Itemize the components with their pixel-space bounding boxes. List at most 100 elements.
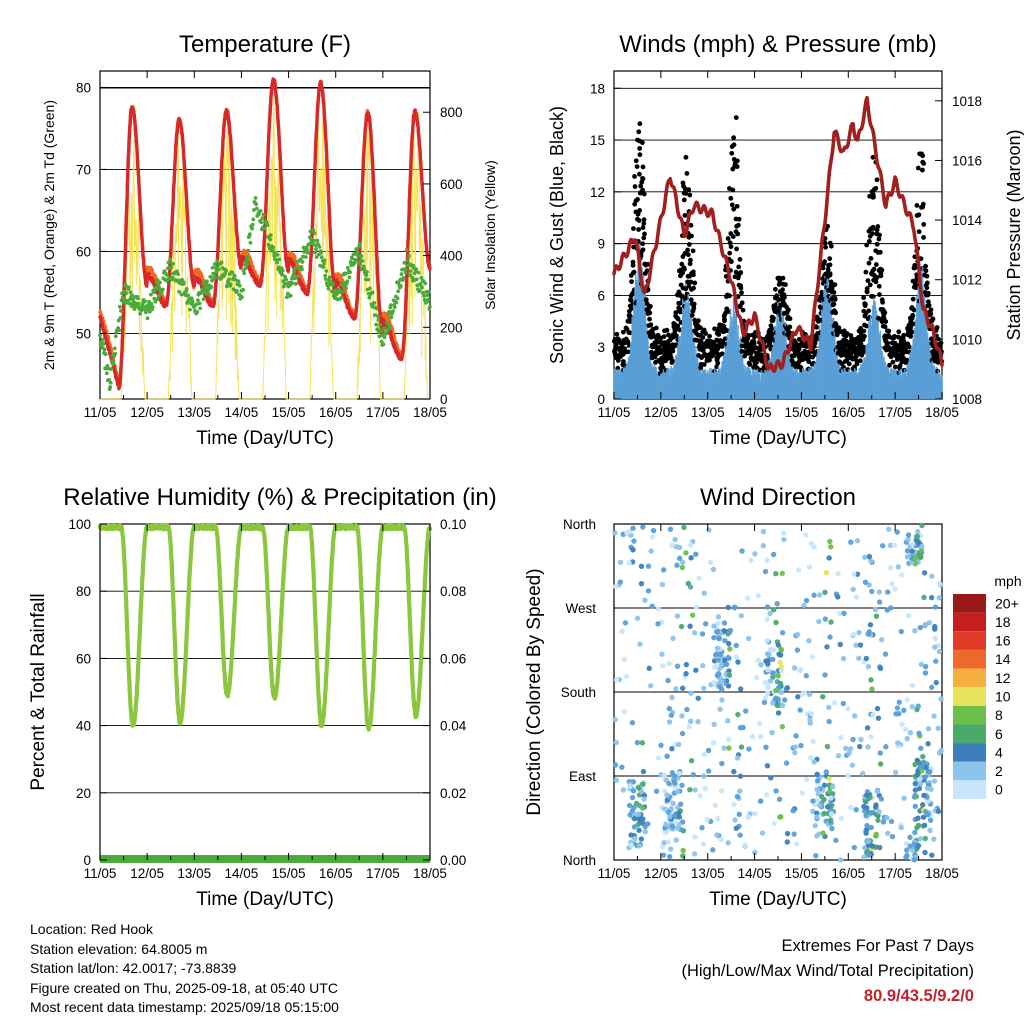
dewpoint-point bbox=[108, 385, 113, 389]
direction-point bbox=[725, 683, 732, 689]
direction-point bbox=[917, 781, 924, 787]
direction-point bbox=[761, 699, 768, 706]
direction-point bbox=[781, 536, 787, 543]
direction-point bbox=[793, 733, 799, 739]
dewpoint-point bbox=[416, 270, 421, 275]
dewpoint-point bbox=[111, 358, 116, 363]
gust-point bbox=[844, 331, 850, 336]
y-tick-label: 50 bbox=[76, 326, 91, 341]
direction-point bbox=[848, 804, 854, 811]
gust-point bbox=[640, 187, 645, 193]
direction-point bbox=[758, 798, 764, 804]
direction-point bbox=[695, 695, 701, 701]
direction-point bbox=[824, 644, 830, 650]
direction-point bbox=[919, 522, 925, 529]
direction-point bbox=[803, 776, 810, 783]
dewpoint-point bbox=[113, 351, 118, 356]
dewpoint-point bbox=[419, 275, 424, 280]
x-tick-label: 17/05 bbox=[878, 405, 912, 420]
created-text: Figure created on Thu, 2025-09-18, at 05… bbox=[30, 979, 338, 996]
dewpoint-point bbox=[232, 273, 237, 278]
dewpoint-point bbox=[130, 293, 135, 298]
dewpoint-point bbox=[243, 266, 248, 271]
dewpoint-point bbox=[421, 291, 425, 295]
direction-point bbox=[770, 671, 776, 677]
dewpoint-point bbox=[284, 277, 289, 282]
direction-point bbox=[864, 725, 871, 731]
direction-point bbox=[770, 700, 776, 706]
gust-point bbox=[689, 233, 694, 239]
gust-point bbox=[913, 285, 919, 291]
direction-point bbox=[679, 713, 685, 719]
gust-point bbox=[633, 158, 639, 164]
dewpoint-point bbox=[280, 272, 285, 277]
direction-point bbox=[920, 814, 927, 820]
dewpoint-point bbox=[365, 269, 369, 274]
y2-tick-label: 0.06 bbox=[440, 651, 466, 666]
dewpoint-point bbox=[215, 259, 220, 264]
direction-point bbox=[719, 760, 725, 767]
direction-point bbox=[936, 580, 943, 587]
direction-point bbox=[676, 555, 683, 562]
gust-point bbox=[787, 316, 793, 322]
direction-point bbox=[927, 817, 934, 823]
elevation-text: Station elevation: 64.8005 m bbox=[30, 940, 208, 957]
direction-point bbox=[718, 661, 725, 667]
gust-point bbox=[908, 334, 914, 339]
direction-point bbox=[683, 670, 689, 677]
direction-point bbox=[784, 839, 790, 845]
gust-point bbox=[653, 325, 659, 331]
y2-tick-label: 800 bbox=[440, 105, 463, 120]
direction-point bbox=[672, 536, 678, 543]
gust-point bbox=[675, 316, 681, 322]
gust-point bbox=[632, 184, 638, 189]
dewpoint-point bbox=[228, 282, 233, 287]
direction-point bbox=[629, 720, 636, 726]
direction-point bbox=[675, 825, 681, 831]
dewpoint-point bbox=[294, 281, 299, 286]
gust-point bbox=[767, 339, 773, 345]
direction-point bbox=[775, 642, 782, 648]
dewpoint-point bbox=[367, 286, 372, 291]
direction-point bbox=[752, 849, 758, 856]
humidity-y-label: Percent & Total Rainfall bbox=[28, 593, 49, 790]
direction-point bbox=[846, 750, 852, 756]
y-tick-label: 100 bbox=[68, 517, 91, 532]
direction-point bbox=[673, 686, 679, 692]
direction-point bbox=[668, 712, 675, 718]
direction-point bbox=[726, 672, 733, 678]
dewpoint-point bbox=[127, 301, 132, 306]
dewpoint-point bbox=[415, 283, 420, 288]
gust-point bbox=[640, 247, 646, 253]
gust-point bbox=[683, 191, 689, 196]
direction-point bbox=[711, 680, 717, 686]
dewpoint-point bbox=[317, 244, 322, 249]
gust-point bbox=[920, 201, 926, 207]
direction-point bbox=[650, 527, 657, 534]
dewpoint-point bbox=[348, 260, 353, 264]
direction-point bbox=[634, 615, 641, 621]
direction-point bbox=[794, 631, 801, 638]
direction-point bbox=[879, 637, 885, 643]
direction-point bbox=[931, 713, 937, 719]
gust-point bbox=[720, 341, 726, 346]
dewpoint-point bbox=[323, 277, 328, 281]
gust-point bbox=[892, 333, 897, 339]
dewpoint-point bbox=[237, 283, 242, 288]
direction-point bbox=[876, 599, 883, 605]
dewpoint-point bbox=[165, 266, 170, 271]
gust-point bbox=[731, 142, 737, 148]
gust-point bbox=[827, 271, 833, 277]
direction-point bbox=[631, 824, 638, 830]
y2-tick-label: 1008 bbox=[952, 392, 982, 407]
direction-point bbox=[921, 594, 927, 601]
dewpoint-point bbox=[384, 331, 389, 336]
direction-point bbox=[816, 592, 823, 598]
direction-point bbox=[717, 684, 723, 690]
dewpoint-point bbox=[250, 226, 255, 231]
direction-point bbox=[762, 695, 769, 701]
dewpoint-point bbox=[422, 294, 427, 298]
direction-point bbox=[722, 637, 728, 644]
direction-point bbox=[714, 628, 720, 635]
direction-point bbox=[841, 610, 847, 617]
